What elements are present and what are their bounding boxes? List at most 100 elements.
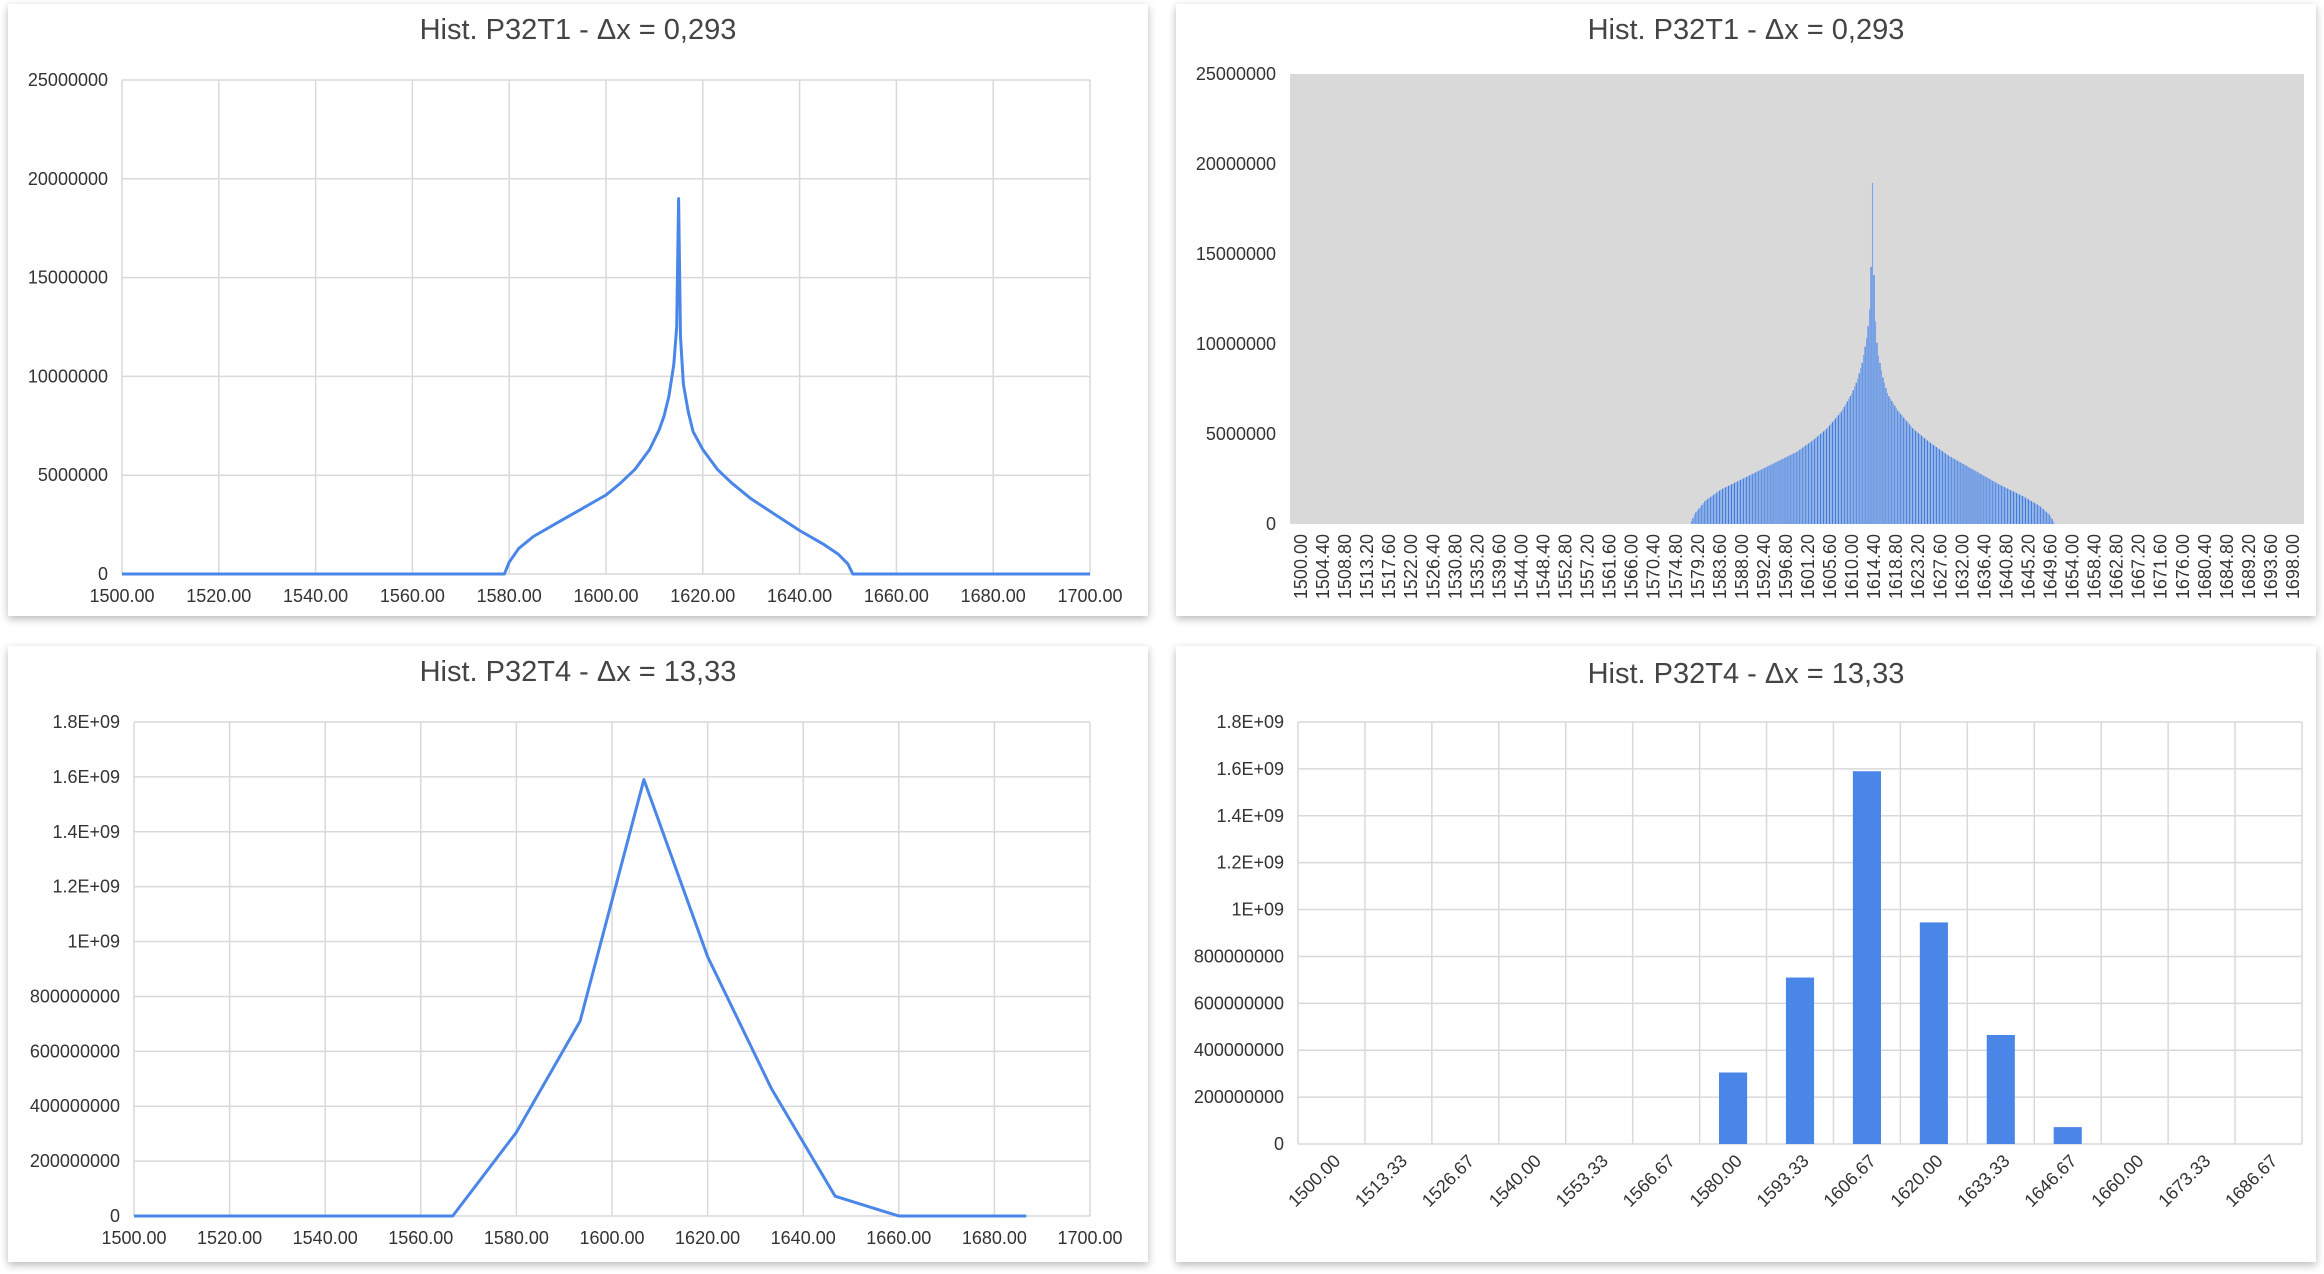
histogram-bar [1704,501,1706,524]
y-tick-label: 1E+09 [67,932,120,952]
histogram-bar [1840,411,1842,524]
histogram-bar [1713,494,1715,524]
histogram-bar [1931,443,1933,524]
histogram-bar [1871,182,1874,525]
histogram-bar [1989,479,1991,524]
histogram-bar [1977,472,1979,524]
histogram-bar [1915,430,1917,524]
x-tick-label: 1649.60 [2041,534,2061,599]
histogram-bar [1974,470,1976,524]
x-tick-label: 1544.00 [1511,534,1531,599]
y-tick-label: 800000000 [1194,946,1284,966]
histogram-bar [1822,431,1825,524]
histogram-bar [1725,487,1727,524]
x-tick-label: 1618.80 [1886,534,1906,599]
histogram-bar [1923,438,1926,524]
histogram-bar [1898,412,1900,524]
histogram-bar [1696,510,1698,524]
histogram-bar [2030,501,2032,524]
x-tick-label: 1500.00 [101,1228,166,1248]
histogram-bar [1711,495,1713,524]
histogram-bar [1846,401,1848,524]
bar [1852,771,1881,1144]
histogram-bar [2004,487,2006,524]
histogram-bar [1861,362,1863,524]
histogram-bar [1815,437,1817,524]
x-tick-label: 1513.20 [1357,534,1377,599]
histogram-bar [1981,474,1983,524]
histogram-bar [1791,454,1793,524]
histogram-bar [2018,494,2021,524]
histogram-bar [1975,471,1978,524]
histogram-bars [1690,182,2055,525]
histogram-bar [1756,471,1758,524]
x-tick-label: 1636.40 [1974,534,1994,599]
histogram-bar [1744,477,1746,524]
x-tick-label: 1513.33 [1351,1151,1411,1211]
histogram-bar [1695,512,1697,524]
x-tick-label: 1561.60 [1600,534,1620,599]
x-tick-label: 1693.60 [2261,534,2281,599]
histogram-bar [1889,398,1891,524]
histogram-bar [2051,519,2053,524]
histogram-bar [1901,415,1903,524]
histogram-bar [1799,449,1801,524]
histogram-bar [1766,466,1768,524]
histogram-bar [2045,511,2047,524]
chart-title: Hist. P32T1 - Δx = 0,293 [419,14,737,46]
histogram-bar [1796,451,1798,524]
y-tick-label: 400000000 [1194,1040,1284,1060]
histogram-bar [1773,462,1776,524]
histogram-bar [1900,414,1902,524]
histogram-bar [1980,474,1982,524]
histogram-bar [1978,473,1980,524]
histogram-bar [1800,448,1802,524]
x-tick-label: 1640.80 [1996,534,2016,599]
histogram-bar [1958,461,1960,524]
x-tick-label: 1535.20 [1467,534,1487,599]
histogram-bar [2002,486,2004,524]
histogram-bar [2005,487,2007,524]
histogram-bar [1732,483,1734,524]
histogram-bar [1912,428,1914,524]
histogram-bar [2020,495,2022,524]
histogram-bar [1825,428,1828,524]
bar [1785,977,1815,1144]
histogram-bar [1969,468,1972,524]
histogram-bar [1857,378,1859,524]
x-tick-label: 1508.80 [1335,534,1355,599]
histogram-bar [2029,500,2031,524]
histogram-bar [1730,484,1733,524]
x-tick-label: 1517.60 [1379,534,1399,599]
chart-title: Hist. P32T4 - Δx = 13,33 [1587,658,1905,690]
y-tick-label: 5000000 [38,465,108,485]
histogram-bar [1956,460,1958,524]
x-tick-label: 1593.33 [1753,1151,1813,1211]
histogram-bar [1831,422,1834,524]
x-tick-label: 1606.67 [1820,1151,1880,1211]
x-tick-label: 1592.40 [1754,534,1774,599]
x-tick-label: 1583.60 [1710,534,1730,599]
histogram-bar [1802,447,1804,524]
histogram-bar [1817,436,1819,524]
histogram-bar [1863,354,1865,524]
histogram-bar [1851,393,1853,524]
histogram-bar [1736,481,1738,524]
histogram-bar [1757,471,1759,524]
histogram-bar [2048,514,2050,524]
histogram-bar [1949,456,1951,524]
histogram-bar [1955,459,1957,524]
histogram-bar [1946,454,1948,524]
histogram-bar [2007,488,2009,524]
histogram-bar [1842,409,1844,524]
histogram-bar [1935,446,1937,524]
histogram-bar [2023,496,2025,524]
histogram-bar [1866,338,1868,524]
histogram-bar [1897,410,1899,524]
histogram-bar [1858,373,1860,524]
histogram-bar [1876,342,1878,524]
histogram-bar [1748,475,1750,524]
x-tick-label: 1596.80 [1776,534,1796,599]
histogram-chart-p32t1: 0 5000000 10000000 15000000 20000000 25000000… [1196,64,2304,599]
histogram-bar [1710,496,1712,524]
